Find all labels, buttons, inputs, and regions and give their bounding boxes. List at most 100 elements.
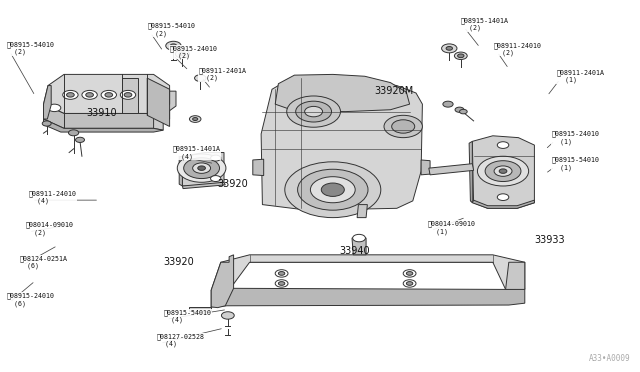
Circle shape [189, 116, 201, 122]
Text: Ⓓ08014-09010
  (1): Ⓓ08014-09010 (1) [428, 221, 476, 235]
Text: Ⓠ08915-1401A
  (2): Ⓠ08915-1401A (2) [461, 17, 509, 31]
Text: Ⓠ08915-24010
  (1): Ⓠ08915-24010 (1) [552, 131, 600, 145]
Circle shape [285, 162, 381, 218]
Circle shape [67, 93, 74, 97]
Circle shape [278, 272, 285, 275]
Polygon shape [189, 307, 211, 311]
Text: 33933: 33933 [534, 235, 565, 245]
Circle shape [76, 137, 84, 142]
Circle shape [101, 90, 116, 99]
Circle shape [124, 93, 132, 97]
Circle shape [211, 155, 221, 161]
Polygon shape [179, 156, 182, 186]
Circle shape [211, 176, 221, 182]
Circle shape [120, 90, 136, 99]
Polygon shape [211, 255, 525, 291]
Circle shape [305, 106, 323, 117]
Circle shape [221, 312, 234, 319]
Circle shape [63, 90, 78, 99]
Text: Ⓠ08915-54010
  (1): Ⓠ08915-54010 (1) [552, 157, 600, 171]
Circle shape [298, 169, 368, 210]
Circle shape [392, 120, 415, 133]
Circle shape [485, 161, 521, 182]
Circle shape [278, 282, 285, 285]
Text: 33940: 33940 [339, 246, 370, 256]
Text: 33920: 33920 [163, 257, 194, 267]
Polygon shape [122, 78, 138, 113]
Circle shape [443, 101, 453, 107]
Text: A33•A0009: A33•A0009 [589, 354, 630, 363]
Polygon shape [352, 236, 366, 255]
Polygon shape [472, 136, 534, 208]
Polygon shape [421, 160, 430, 175]
Polygon shape [472, 200, 534, 208]
Circle shape [321, 183, 344, 196]
Circle shape [446, 46, 452, 50]
Circle shape [384, 115, 422, 138]
Circle shape [497, 194, 509, 201]
Polygon shape [261, 78, 422, 210]
Polygon shape [429, 164, 474, 175]
Text: 33920M: 33920M [374, 86, 413, 96]
Circle shape [403, 270, 416, 277]
Circle shape [287, 96, 340, 127]
Text: Ⓝ08911-2401A
  (2): Ⓝ08911-2401A (2) [198, 67, 246, 81]
Circle shape [184, 158, 220, 179]
Circle shape [406, 272, 413, 275]
Text: Ⓠ08915-54010
  (4): Ⓠ08915-54010 (4) [163, 309, 211, 323]
Text: Ⓠ08915-54010
  (2): Ⓠ08915-54010 (2) [6, 41, 54, 55]
Polygon shape [211, 255, 234, 308]
Circle shape [460, 109, 467, 114]
Circle shape [494, 166, 512, 176]
Text: Ⓝ08911-24010
  (2): Ⓝ08911-24010 (2) [494, 42, 542, 56]
Circle shape [195, 75, 206, 81]
Circle shape [275, 280, 288, 287]
Text: Ⓝ08911-24010
  (4): Ⓝ08911-24010 (4) [29, 190, 77, 204]
Polygon shape [275, 74, 410, 112]
Circle shape [353, 234, 365, 242]
Polygon shape [253, 159, 264, 176]
Circle shape [193, 163, 211, 173]
Text: Ⓠ08915-24010
  (6): Ⓠ08915-24010 (6) [6, 292, 54, 307]
Polygon shape [357, 205, 367, 218]
Circle shape [175, 50, 189, 58]
Circle shape [179, 52, 186, 56]
Polygon shape [44, 74, 170, 113]
Polygon shape [469, 141, 472, 203]
Polygon shape [211, 288, 525, 307]
Polygon shape [147, 78, 170, 126]
Circle shape [442, 44, 457, 53]
Text: Ⓓ08124-0251A
  (6): Ⓓ08124-0251A (6) [19, 255, 67, 269]
Text: 33910: 33910 [86, 109, 117, 118]
Text: Ⓠ08915-24010
  (2): Ⓠ08915-24010 (2) [170, 45, 218, 59]
Polygon shape [154, 91, 176, 130]
Circle shape [86, 93, 93, 97]
Circle shape [68, 130, 79, 136]
Circle shape [403, 280, 416, 287]
Text: Ⓓ08014-09010
  (2): Ⓓ08014-09010 (2) [26, 222, 74, 236]
Circle shape [477, 156, 529, 186]
Circle shape [458, 54, 464, 58]
Text: 33920: 33920 [218, 179, 248, 189]
Polygon shape [44, 119, 163, 132]
Circle shape [82, 90, 97, 99]
Circle shape [275, 270, 288, 277]
Polygon shape [182, 182, 225, 189]
Circle shape [170, 44, 177, 48]
Circle shape [296, 101, 332, 122]
Polygon shape [506, 262, 525, 289]
Circle shape [193, 118, 198, 121]
Text: Ⓠ08915-54010
  (2): Ⓠ08915-54010 (2) [147, 23, 195, 37]
Text: Ⓓ08127-02528
  (4): Ⓓ08127-02528 (4) [157, 333, 205, 347]
Circle shape [177, 154, 226, 182]
Text: Ⓝ08911-2401A
  (1): Ⓝ08911-2401A (1) [557, 69, 605, 83]
Polygon shape [44, 86, 51, 119]
Circle shape [42, 121, 51, 126]
Circle shape [497, 142, 509, 148]
Circle shape [166, 41, 181, 50]
Circle shape [455, 107, 464, 112]
Polygon shape [44, 104, 170, 128]
Polygon shape [182, 153, 224, 186]
Circle shape [454, 52, 467, 60]
Text: Ⓠ08915-1401A
  (4): Ⓠ08915-1401A (4) [173, 145, 221, 160]
